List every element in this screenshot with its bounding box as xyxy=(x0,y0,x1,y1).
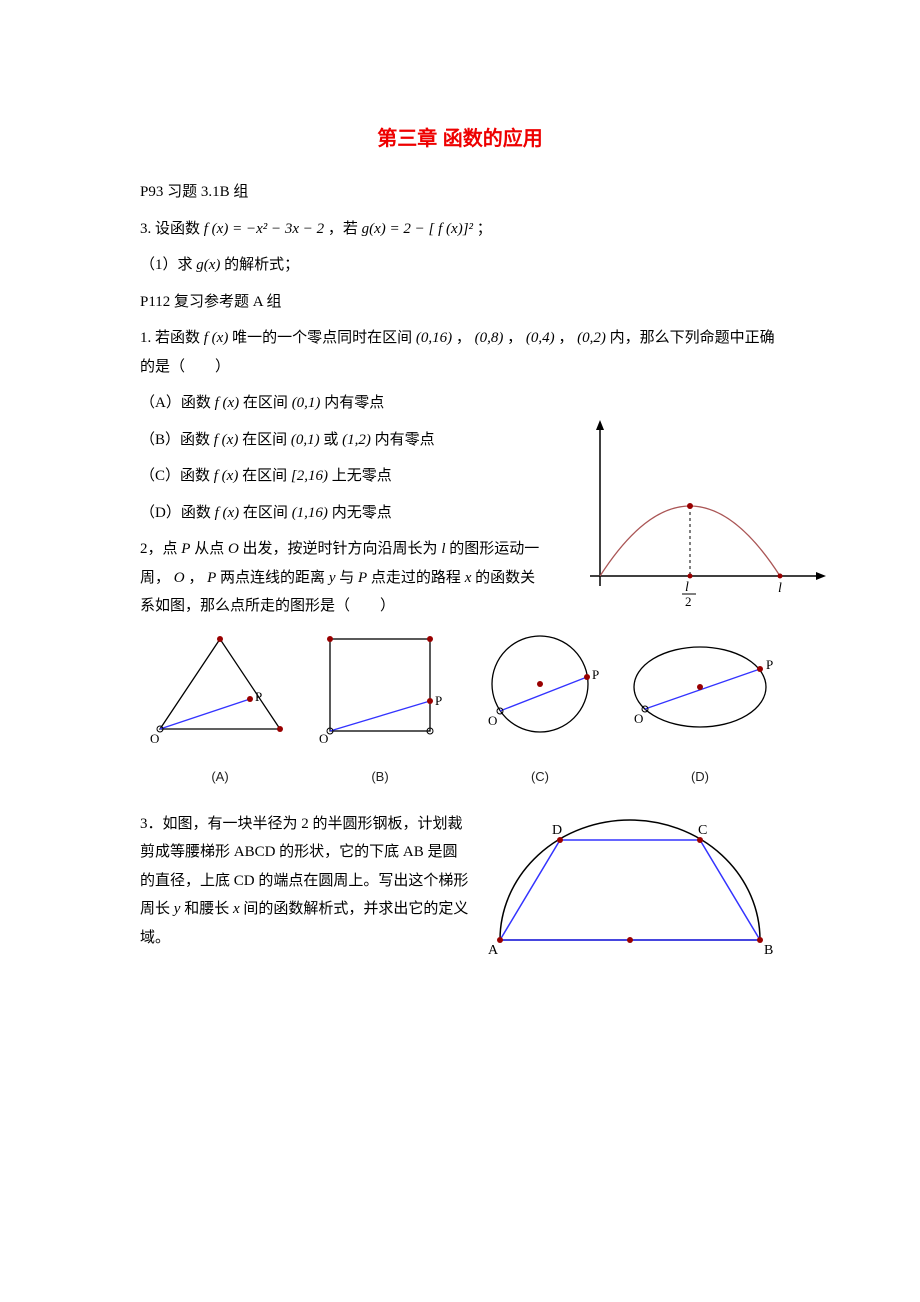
math-y: y xyxy=(329,570,336,586)
text: ，若 xyxy=(328,221,362,237)
option-label-d: (D) xyxy=(620,765,780,790)
svg-text:O: O xyxy=(488,713,497,728)
interval: (1,16) xyxy=(292,505,328,521)
option-d: （D）函数 f (x) 在区间 (1,16) 内无零点 xyxy=(140,499,780,528)
math-x: x xyxy=(233,901,240,917)
math-f: f (x) = −x² − 3x − 2 xyxy=(204,221,324,237)
shape-option-c: O P (C) xyxy=(460,629,620,790)
text: 内有零点 xyxy=(324,395,384,411)
svg-text:A: A xyxy=(488,943,499,958)
svg-text:P: P xyxy=(766,657,773,672)
math-P: P xyxy=(358,570,367,586)
math-gx: g(x) xyxy=(196,257,220,273)
option-label-b: (B) xyxy=(300,765,460,790)
text: （D）函数 xyxy=(140,505,215,521)
svg-text:l: l xyxy=(778,581,782,596)
interval: (0,1) xyxy=(292,395,321,411)
text: 的解析式； xyxy=(224,257,299,273)
shape-options: O P (A) O P (B) O P (C) xyxy=(140,629,780,790)
text: 两点连线的距离 xyxy=(220,570,329,586)
math-fx: f (x) xyxy=(215,505,240,521)
math-O: O xyxy=(228,541,239,557)
option-a: （A）函数 f (x) 在区间 (0,1) 内有零点 xyxy=(140,389,780,418)
trapezoid-diagram: A B D C xyxy=(480,810,780,981)
math-fx: f (x) xyxy=(204,330,229,346)
problem-b3-sub: （1）求 g(x) 的解析式； xyxy=(140,251,780,280)
interval: (1,2) xyxy=(342,432,371,448)
math-fx: f (x) xyxy=(214,468,239,484)
math-y: y xyxy=(174,901,181,917)
text: 从点 xyxy=(194,541,228,557)
math-P: P xyxy=(181,541,190,557)
text: 和腰长 xyxy=(184,901,233,917)
problem-a3: 3．如图，有一块半径为 2 的半圆形钢板，计划裁剪成等腰梯形 ABCD 的形状，… xyxy=(140,810,780,981)
problem-b3: 3. 设函数 f (x) = −x² − 3x − 2 ，若 g(x) = 2 … xyxy=(140,215,780,244)
text: 内无零点 xyxy=(332,505,392,521)
svg-text:P: P xyxy=(255,689,262,704)
text: （1）求 xyxy=(140,257,196,273)
interval: (0,2) xyxy=(577,330,606,346)
svg-text:O: O xyxy=(319,731,328,746)
text: ， xyxy=(507,330,522,346)
math-O: O xyxy=(174,570,185,586)
math-x: x xyxy=(465,570,472,586)
text: 在区间 xyxy=(243,395,292,411)
svg-text:C: C xyxy=(698,823,707,838)
option-c: （C）函数 f (x) 在区间 [2,16) 上无零点 xyxy=(140,462,780,491)
text: 上无零点 xyxy=(332,468,392,484)
math-l: l xyxy=(441,541,445,557)
math-g: g(x) = 2 − [ f (x)]² xyxy=(362,221,473,237)
interval: [2,16) xyxy=(291,468,328,484)
text: 内有零点 xyxy=(375,432,435,448)
ref-a: P112 复习参考题 A 组 xyxy=(140,288,780,317)
text: 在区间 xyxy=(243,505,292,521)
text: （C）函数 xyxy=(140,468,214,484)
option-label-c: (C) xyxy=(460,765,620,790)
interval: (0,8) xyxy=(475,330,504,346)
text: 在区间 xyxy=(242,468,291,484)
shape-option-a: O P (A) xyxy=(140,629,300,790)
math-fx: f (x) xyxy=(214,432,239,448)
text: ， xyxy=(558,330,573,346)
math-fx: f (x) xyxy=(215,395,240,411)
text: 2，点 xyxy=(140,541,181,557)
ref-b: P93 习题 3.1B 组 xyxy=(140,178,780,207)
text: 唯一的一个零点同时在区间 xyxy=(232,330,416,346)
problem-a1: 1. 若函数 f (x) 唯一的一个零点同时在区间 (0,16) ， (0,8)… xyxy=(140,324,780,381)
shape-option-d: O P (D) xyxy=(620,629,780,790)
text: 1. 若函数 xyxy=(140,330,204,346)
text: 或 xyxy=(323,432,342,448)
text: ； xyxy=(477,221,492,237)
text: 点走过的路程 xyxy=(371,570,465,586)
text: 与 xyxy=(339,570,358,586)
svg-text:P: P xyxy=(592,667,599,682)
text: 出发，按逆时针方向沿周长为 xyxy=(243,541,442,557)
text: 3. 设函数 xyxy=(140,221,204,237)
svg-text:2: 2 xyxy=(685,594,692,609)
option-label-a: (A) xyxy=(140,765,300,790)
problem-a2: 2，点 P 从点 O 出发，按逆时针方向沿周长为 l 的图形运动一周， O ， … xyxy=(140,535,540,621)
chapter-title: 第三章 函数的应用 xyxy=(140,120,780,158)
svg-text:l: l xyxy=(685,580,689,595)
svg-text:D: D xyxy=(552,823,562,838)
text: （B）函数 xyxy=(140,432,214,448)
interval: (0,16) xyxy=(416,330,452,346)
svg-text:B: B xyxy=(764,943,773,958)
interval: (0,1) xyxy=(291,432,320,448)
option-b: （B）函数 f (x) 在区间 (0,1) 或 (1,2) 内有零点 xyxy=(140,426,780,455)
text: ， xyxy=(456,330,471,346)
interval: (0,4) xyxy=(526,330,555,346)
text: 在区间 xyxy=(242,432,291,448)
math-P: P xyxy=(207,570,216,586)
svg-text:O: O xyxy=(634,711,643,726)
text: （A）函数 xyxy=(140,395,215,411)
svg-text:O: O xyxy=(150,731,159,746)
shape-option-b: O P (B) xyxy=(300,629,460,790)
text: ， xyxy=(188,570,203,586)
svg-text:P: P xyxy=(435,693,442,708)
